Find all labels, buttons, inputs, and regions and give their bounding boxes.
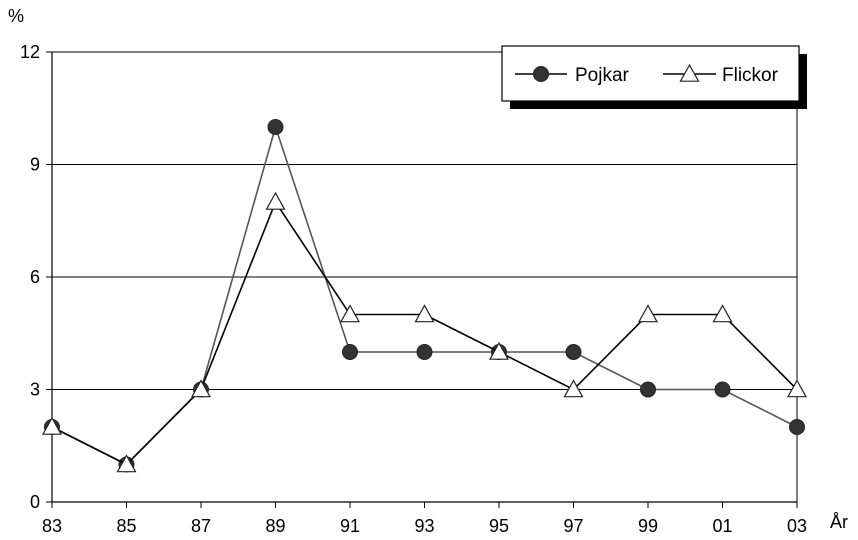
data-point [637, 304, 659, 323]
data-point [339, 304, 361, 323]
x-tick-label: 93 [414, 516, 434, 536]
data-point [342, 344, 358, 360]
series-pojkar [44, 119, 805, 473]
y-tick-label: 9 [30, 155, 40, 175]
x-tick-label: 89 [265, 516, 285, 536]
data-point [789, 419, 805, 435]
x-tick-label: 83 [42, 516, 62, 536]
legend-marker [679, 63, 700, 82]
data-point [265, 191, 286, 210]
series-line [51, 200, 798, 466]
axes [46, 51, 798, 508]
data-point [714, 381, 731, 398]
series-line [51, 124, 798, 466]
series-lines [41, 119, 808, 473]
legend-label: Pojkar [575, 65, 630, 86]
x-tick-label: 85 [116, 516, 136, 536]
x-tick-label: 91 [340, 516, 360, 536]
x-tick-label: 03 [787, 516, 807, 536]
legend-item-pojkar: Pojkar [515, 65, 630, 86]
data-point [190, 379, 212, 398]
data-point [488, 341, 510, 360]
x-tick-label: 97 [563, 516, 583, 536]
data-point [640, 381, 656, 398]
series-flickor [41, 191, 808, 473]
y-tick-label: 3 [30, 380, 40, 400]
data-point [786, 379, 808, 398]
data-point [116, 454, 137, 473]
x-tick-label: 87 [191, 516, 211, 536]
data-point [565, 344, 582, 360]
data-point [416, 344, 433, 360]
y-axis-label: % [8, 6, 24, 26]
legend-item-flickor: Flickor [663, 63, 779, 86]
data-point [267, 119, 284, 135]
legend-label: Flickor [722, 65, 779, 86]
y-tick-label: 6 [30, 267, 40, 287]
legend: Pojkar Flickor [501, 45, 807, 109]
y-tick-label: 12 [20, 42, 40, 62]
data-point [712, 304, 733, 323]
y-tick-label: 0 [30, 492, 40, 512]
data-point [563, 379, 584, 398]
x-tick-label: 99 [638, 516, 658, 536]
data-point [41, 416, 63, 435]
x-tick-label: 01 [712, 516, 732, 536]
legend-marker [533, 66, 549, 82]
data-point [414, 304, 435, 323]
x-tick-label: 95 [489, 516, 509, 536]
x-axis-label: År [830, 512, 848, 532]
